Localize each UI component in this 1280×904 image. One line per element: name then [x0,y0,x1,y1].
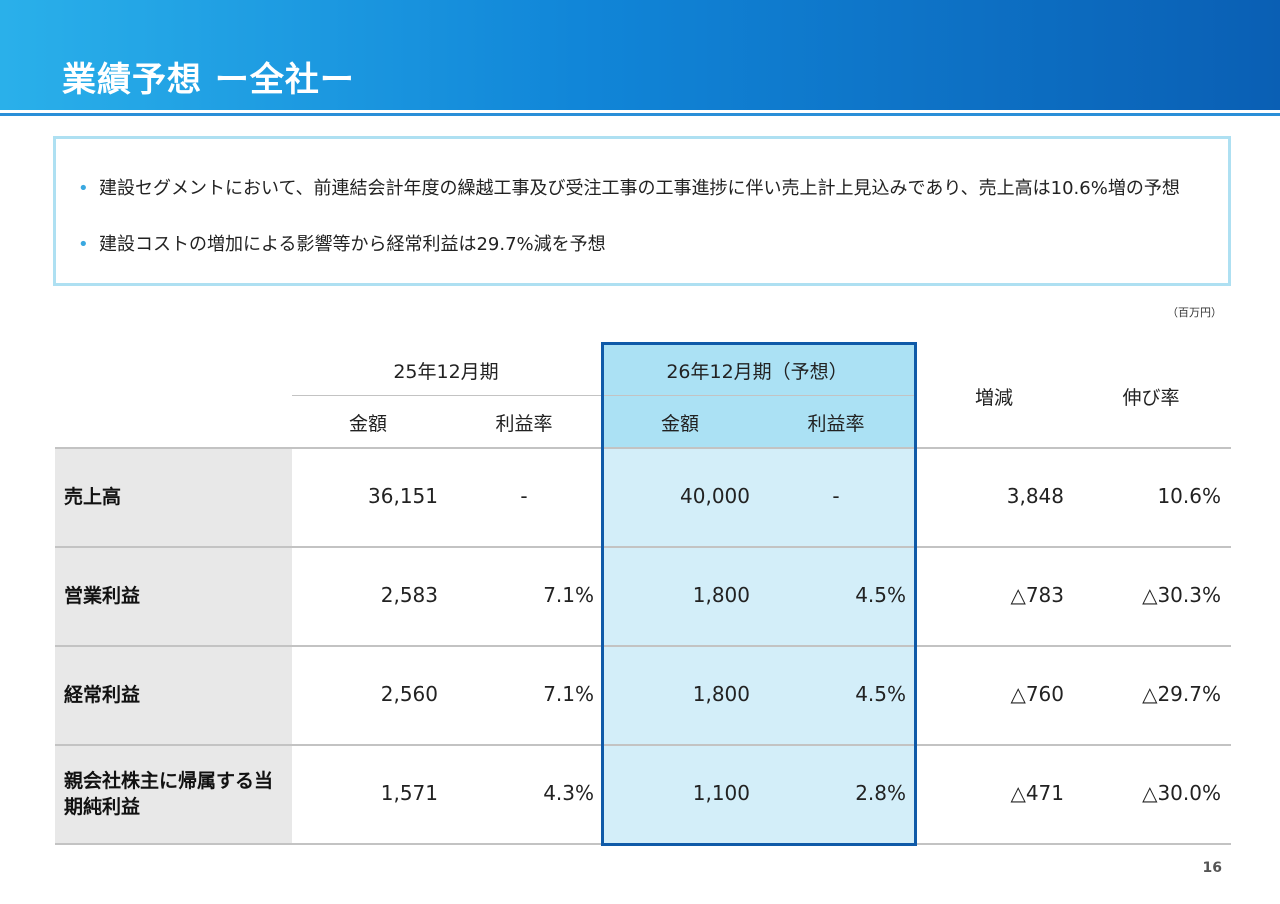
row-divider [55,645,1231,647]
header-change: 増減 [974,387,1014,409]
cell-p1-amount: 36,151 [368,484,438,508]
header-period-2: 26年12月期（予想） [666,361,848,383]
cell-p1-margin: 7.1% [543,583,594,607]
cell-p2-margin: 4.5% [855,583,906,607]
row-label-net-income: 親会社株主に帰属する当期純利益 [64,770,274,818]
cell-growth: 10.6% [1157,484,1221,508]
page-number: 16 [1202,860,1222,876]
cell-change: 3,848 [1006,484,1064,508]
row-divider [55,546,1231,548]
cell-p1-margin: 4.3% [543,781,594,805]
cell-p1-margin: 7.1% [543,682,594,706]
cell-p2-amount: 1,800 [692,583,750,607]
header-p1-amount: 金額 [348,413,388,435]
row-label-sales: 売上高 [64,486,122,508]
summary-box: • 建設セグメントにおいて、前連結会計年度の繰越工事及び受注工事の工事進捗に伴い… [53,136,1231,286]
header-p1-margin: 利益率 [495,413,553,435]
cell-growth: △30.0% [1142,781,1221,805]
row-divider [55,744,1231,746]
cell-p2-margin: - [832,484,840,508]
header-growth: 伸び率 [1122,387,1180,409]
header-banner [0,0,1280,110]
summary-bullet: • 建設コストの増加による影響等から経常利益は29.7%減を予想 [78,232,1218,258]
row-label-operating-profit: 営業利益 [64,585,141,607]
summary-bullet: • 建設セグメントにおいて、前連結会計年度の繰越工事及び受注工事の工事進捗に伴い… [78,176,1218,202]
row-label-column [55,449,292,845]
cell-p1-amount: 2,583 [380,583,438,607]
cell-p2-amount: 1,100 [692,781,750,805]
forecast-table: 25年12月期 26年12月期（予想） 金額 利益率 金額 利益率 増減 伸び率… [55,342,1231,846]
cell-p2-amount: 1,800 [692,682,750,706]
cell-p1-margin: - [520,484,528,508]
cell-change: △471 [1010,781,1064,805]
bullet-dot-icon: • [78,234,89,255]
cell-p2-amount: 40,000 [680,484,750,508]
cell-p1-amount: 1,571 [380,781,438,805]
page-title: 業績予想 ー全社ー [62,60,355,100]
cell-growth: △30.3% [1142,583,1221,607]
cell-change: △760 [1010,682,1064,706]
header-p2-amount: 金額 [660,413,700,435]
cell-change: △783 [1010,583,1064,607]
row-label-ordinary-profit: 経常利益 [64,684,141,706]
header-divider [292,395,916,396]
unit-label: （百万円） [1167,306,1222,319]
cell-p2-margin: 4.5% [855,682,906,706]
forecast-column-border [601,342,917,846]
header-period-1: 25年12月期 [393,361,499,383]
header-p2-margin: 利益率 [807,413,865,435]
cell-p1-amount: 2,560 [380,682,438,706]
row-divider [55,447,1231,449]
cell-growth: △29.7% [1142,682,1221,706]
bullet-dot-icon: • [78,178,89,199]
header-rule [0,113,1280,116]
cell-p2-margin: 2.8% [855,781,906,805]
